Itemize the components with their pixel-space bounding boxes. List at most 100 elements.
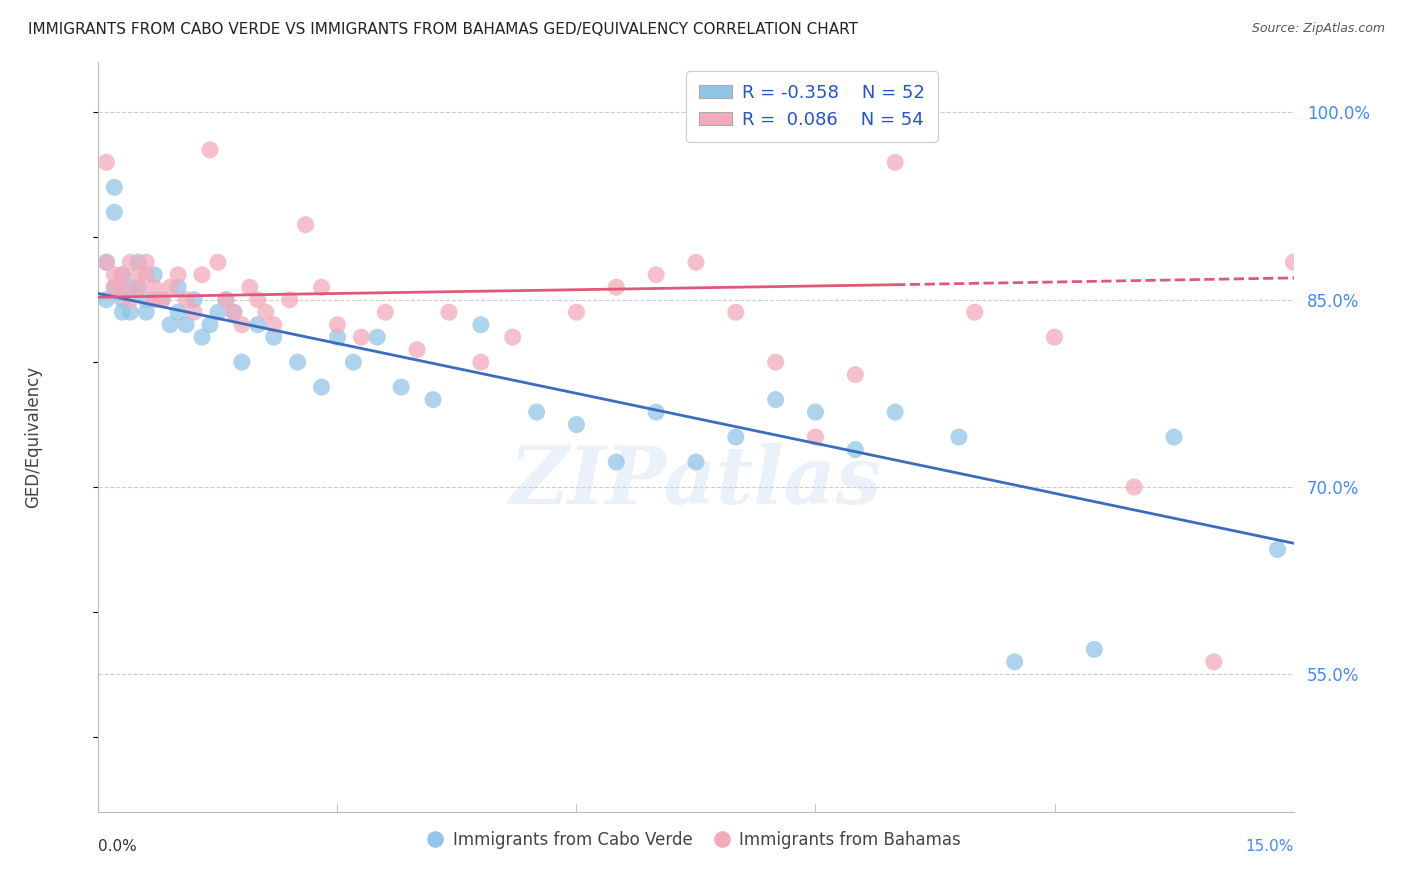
- Point: [948, 430, 970, 444]
- Point: [96, 255, 118, 269]
- Point: [143, 280, 166, 294]
- Point: [1123, 480, 1146, 494]
- Point: [143, 293, 166, 307]
- Point: [1282, 255, 1305, 269]
- Point: [127, 280, 149, 294]
- Point: [1163, 430, 1185, 444]
- Point: [191, 330, 214, 344]
- Point: [174, 318, 197, 332]
- Point: [183, 293, 205, 307]
- Point: [239, 280, 262, 294]
- Point: [120, 305, 142, 319]
- Point: [374, 305, 396, 319]
- Point: [135, 293, 157, 307]
- Point: [884, 155, 907, 169]
- Point: [1043, 330, 1066, 344]
- Point: [294, 218, 316, 232]
- Point: [326, 318, 349, 332]
- Point: [167, 280, 190, 294]
- Point: [502, 330, 524, 344]
- Point: [120, 255, 142, 269]
- Point: [406, 343, 429, 357]
- Point: [96, 255, 118, 269]
- Point: [246, 293, 269, 307]
- Point: [884, 405, 907, 419]
- Point: [174, 293, 197, 307]
- Point: [389, 380, 412, 394]
- Point: [127, 268, 149, 282]
- Point: [724, 305, 747, 319]
- Point: [159, 280, 181, 294]
- Point: [804, 405, 827, 419]
- Point: [342, 355, 364, 369]
- Point: [103, 280, 125, 294]
- Point: [565, 417, 588, 432]
- Point: [111, 268, 134, 282]
- Point: [246, 318, 269, 332]
- Point: [120, 280, 142, 294]
- Point: [311, 280, 333, 294]
- Point: [263, 330, 285, 344]
- Point: [103, 268, 125, 282]
- Point: [111, 293, 134, 307]
- Point: [1267, 542, 1289, 557]
- Point: [526, 405, 548, 419]
- Text: 0.0%: 0.0%: [98, 839, 138, 855]
- Point: [605, 455, 627, 469]
- Point: [263, 318, 285, 332]
- Point: [278, 293, 301, 307]
- Point: [222, 305, 245, 319]
- Point: [96, 155, 118, 169]
- Text: Source: ZipAtlas.com: Source: ZipAtlas.com: [1251, 22, 1385, 36]
- Point: [207, 255, 229, 269]
- Point: [470, 355, 492, 369]
- Point: [1202, 655, 1225, 669]
- Point: [159, 318, 181, 332]
- Point: [215, 293, 238, 307]
- Point: [470, 318, 492, 332]
- Point: [437, 305, 460, 319]
- Point: [167, 268, 190, 282]
- Point: [287, 355, 309, 369]
- Point: [326, 330, 349, 344]
- Point: [215, 293, 238, 307]
- Point: [565, 305, 588, 319]
- Text: 15.0%: 15.0%: [1246, 839, 1294, 855]
- Point: [183, 305, 205, 319]
- Point: [804, 430, 827, 444]
- Text: GED/Equivalency: GED/Equivalency: [24, 366, 42, 508]
- Point: [1322, 293, 1344, 307]
- Point: [765, 355, 787, 369]
- Legend: Immigrants from Cabo Verde, Immigrants from Bahamas: Immigrants from Cabo Verde, Immigrants f…: [425, 824, 967, 855]
- Point: [135, 305, 157, 319]
- Point: [127, 255, 149, 269]
- Point: [207, 305, 229, 319]
- Text: IMMIGRANTS FROM CABO VERDE VS IMMIGRANTS FROM BAHAMAS GED/EQUIVALENCY CORRELATIO: IMMIGRANTS FROM CABO VERDE VS IMMIGRANTS…: [28, 22, 858, 37]
- Point: [191, 268, 214, 282]
- Point: [844, 442, 866, 457]
- Point: [1004, 655, 1026, 669]
- Point: [422, 392, 444, 407]
- Point: [103, 280, 125, 294]
- Text: ZIPatlas: ZIPatlas: [510, 443, 882, 521]
- Point: [167, 305, 190, 319]
- Point: [198, 318, 221, 332]
- Point: [605, 280, 627, 294]
- Point: [120, 293, 142, 307]
- Point: [111, 305, 134, 319]
- Point: [1083, 642, 1105, 657]
- Point: [111, 268, 134, 282]
- Point: [135, 268, 157, 282]
- Point: [366, 330, 388, 344]
- Point: [222, 305, 245, 319]
- Point: [103, 180, 125, 194]
- Point: [765, 392, 787, 407]
- Point: [198, 143, 221, 157]
- Point: [844, 368, 866, 382]
- Point: [685, 255, 707, 269]
- Point: [254, 305, 277, 319]
- Point: [231, 318, 253, 332]
- Point: [127, 280, 149, 294]
- Point: [645, 268, 668, 282]
- Point: [645, 405, 668, 419]
